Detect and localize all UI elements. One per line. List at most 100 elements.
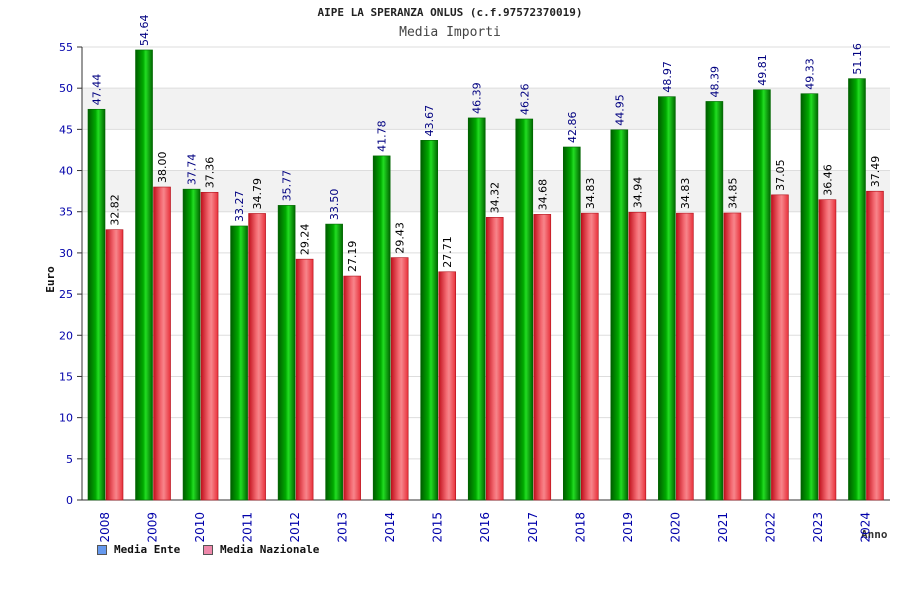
x-tick-label: 2021	[716, 512, 730, 543]
x-tick-label: 2012	[288, 512, 302, 543]
bar-media-ente	[372, 155, 391, 501]
bar-media-ente	[277, 205, 296, 501]
bar-media-ente	[800, 93, 819, 501]
x-tick-label: 2018	[573, 512, 587, 543]
bar-media-ente	[182, 188, 201, 501]
data-label: 43.67	[423, 105, 436, 137]
y-tick-label: 20	[59, 329, 73, 342]
y-tick-label: 55	[59, 41, 73, 54]
y-tick-label: 45	[59, 123, 73, 136]
y-tick-label: 30	[59, 247, 73, 260]
y-tick-label: 5	[66, 453, 73, 466]
bar-media-ente	[420, 140, 439, 501]
x-tick-label: 2013	[336, 512, 350, 543]
data-label: 34.83	[679, 178, 692, 210]
data-label: 29.43	[394, 222, 407, 254]
data-label: 32.82	[109, 194, 122, 226]
bar-media-ente	[515, 118, 534, 501]
data-label: 54.64	[138, 14, 151, 46]
bar-media-nazionale	[343, 275, 361, 501]
data-label: 42.86	[566, 111, 579, 143]
data-label: 37.05	[774, 159, 787, 191]
data-label: 34.85	[726, 177, 739, 209]
x-tick-label: 2015	[431, 512, 445, 543]
y-tick-label: 40	[59, 165, 73, 178]
bar-media-nazionale	[105, 229, 124, 501]
bar-media-nazionale	[390, 257, 409, 501]
y-tick-label: 25	[59, 288, 73, 301]
data-label: 48.97	[661, 61, 674, 93]
y-tick-label: 10	[59, 412, 73, 425]
bar-media-ente	[467, 117, 486, 501]
data-label: 34.83	[584, 178, 597, 210]
bar-media-nazionale	[200, 191, 219, 501]
data-label: 47.44	[91, 74, 104, 106]
legend-label-nazionale: Media Nazionale	[220, 543, 320, 556]
bar-media-nazionale	[153, 186, 171, 501]
x-tick-label: 2022	[763, 512, 777, 543]
data-label: 48.39	[708, 66, 721, 98]
data-label: 29.24	[299, 224, 312, 256]
bar-media-nazionale	[533, 214, 552, 501]
bar-media-ente	[87, 108, 106, 501]
x-tick-label: 2016	[478, 512, 492, 543]
y-tick-label: 15	[59, 370, 73, 383]
data-label: 38.00	[156, 152, 169, 184]
bar-media-ente	[135, 49, 153, 501]
bar-media-nazionale	[771, 194, 789, 501]
x-tick-label: 2024	[858, 512, 872, 543]
data-label: 37.49	[869, 156, 882, 188]
bar-media-nazionale	[485, 217, 504, 501]
bar-media-nazionale	[866, 190, 884, 501]
bar-media-nazionale	[818, 199, 837, 501]
bar-media-ente	[230, 225, 248, 501]
bar-media-ente	[658, 96, 676, 501]
data-label: 49.33	[803, 58, 816, 90]
x-tick-label: 2023	[811, 512, 825, 543]
data-label: 46.26	[518, 83, 531, 115]
data-label: 37.36	[204, 157, 217, 189]
data-label: 27.71	[441, 236, 454, 268]
data-label: 37.74	[186, 154, 199, 186]
bar-media-ente	[705, 101, 724, 501]
x-axis-label: Anno	[861, 528, 888, 541]
data-label: 34.32	[489, 182, 502, 214]
x-tick-label: 2019	[621, 512, 635, 543]
bar-media-ente	[610, 129, 629, 501]
data-label: 34.94	[631, 177, 644, 209]
legend-swatch-nazionale	[203, 544, 213, 555]
data-label: 34.79	[251, 178, 264, 210]
chart-title: AIPE LA SPERANZA ONLUS (c.f.97572370019)	[317, 6, 583, 19]
legend-item-media-ente: Media Ente	[97, 543, 180, 556]
data-label: 34.68	[536, 179, 549, 211]
data-label: 33.50	[328, 189, 341, 221]
bar-media-ente	[325, 223, 343, 501]
legend-item-media-nazionale: Media Nazionale	[203, 543, 319, 556]
bar-media-nazionale	[628, 211, 647, 501]
x-tick-label: 2009	[146, 512, 160, 543]
data-label: 33.27	[233, 190, 246, 222]
bar-media-nazionale	[676, 212, 694, 501]
data-label: 44.95	[613, 94, 626, 126]
x-tick-label: 2020	[668, 512, 682, 543]
x-tick-label: 2017	[526, 512, 540, 543]
x-tick-label: 2008	[98, 512, 112, 543]
y-tick-label: 50	[59, 82, 73, 95]
legend-label-ente: Media Ente	[114, 543, 181, 556]
data-label: 36.46	[821, 164, 834, 196]
x-tick-label: 2014	[383, 512, 397, 543]
data-label: 49.81	[756, 54, 769, 86]
chart-subtitle: Media Importi	[399, 25, 501, 40]
bar-media-nazionale	[723, 212, 742, 501]
x-tick-label: 2010	[193, 512, 207, 543]
y-tick-label: 35	[59, 206, 73, 219]
bar-media-ente	[562, 146, 581, 501]
legend-swatch-ente	[97, 544, 107, 555]
data-label: 51.16	[851, 43, 864, 75]
data-label: 35.77	[281, 170, 294, 202]
data-label: 27.19	[346, 241, 359, 273]
y-tick-label: 0	[66, 494, 73, 507]
bar-media-nazionale	[248, 213, 266, 501]
bar-media-nazionale	[295, 258, 314, 501]
